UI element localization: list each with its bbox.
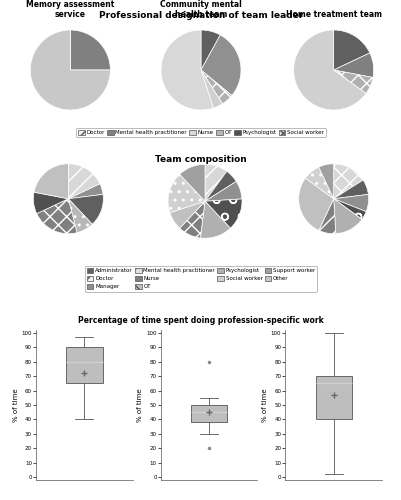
Wedge shape xyxy=(200,70,231,104)
Wedge shape xyxy=(318,164,333,198)
Legend: Doctor, Mental health practitioner, Nurse, OT, Psychologist, Social worker: Doctor, Mental health practitioner, Nurs… xyxy=(76,128,325,138)
PathPatch shape xyxy=(66,348,102,384)
PathPatch shape xyxy=(190,405,227,422)
Text: Professional designation of team leader: Professional designation of team leader xyxy=(99,11,302,20)
Y-axis label: % of time: % of time xyxy=(261,388,267,422)
Text: Percentage of time spent doing profession-specific work: Percentage of time spent doing professio… xyxy=(78,316,323,325)
Wedge shape xyxy=(36,198,77,234)
Wedge shape xyxy=(333,70,372,94)
Wedge shape xyxy=(200,35,241,96)
Wedge shape xyxy=(179,201,205,238)
Wedge shape xyxy=(333,30,369,70)
Wedge shape xyxy=(333,198,361,234)
Wedge shape xyxy=(200,30,220,70)
Wedge shape xyxy=(168,174,205,212)
Wedge shape xyxy=(68,198,92,232)
Wedge shape xyxy=(179,164,205,201)
Wedge shape xyxy=(333,194,368,212)
Wedge shape xyxy=(205,182,241,201)
Wedge shape xyxy=(68,194,103,224)
Wedge shape xyxy=(293,30,365,110)
Wedge shape xyxy=(200,201,230,238)
Wedge shape xyxy=(34,164,68,198)
Text: Team composition: Team composition xyxy=(155,155,246,164)
Wedge shape xyxy=(205,164,226,201)
Wedge shape xyxy=(318,198,335,234)
Wedge shape xyxy=(333,53,373,78)
Wedge shape xyxy=(205,172,236,201)
Wedge shape xyxy=(333,180,367,199)
Legend: Administrator, Doctor, Manager, Mental health practitioner, Nurse, OT, Psycholog: Administrator, Doctor, Manager, Mental h… xyxy=(84,266,317,291)
Wedge shape xyxy=(333,164,363,198)
Wedge shape xyxy=(160,30,213,110)
Wedge shape xyxy=(205,199,241,228)
Wedge shape xyxy=(70,30,110,70)
Wedge shape xyxy=(169,201,205,228)
Wedge shape xyxy=(30,30,110,110)
Wedge shape xyxy=(68,184,103,198)
Wedge shape xyxy=(305,167,333,198)
Wedge shape xyxy=(298,178,333,231)
Wedge shape xyxy=(33,192,68,214)
Title: Home treatment team: Home treatment team xyxy=(285,10,381,19)
Wedge shape xyxy=(68,164,100,198)
Title: Community mental
health team: Community mental health team xyxy=(160,0,241,19)
PathPatch shape xyxy=(315,376,351,420)
Wedge shape xyxy=(333,198,365,220)
Y-axis label: % of time: % of time xyxy=(137,388,143,422)
Wedge shape xyxy=(200,70,222,108)
Title: Memory assessment
service: Memory assessment service xyxy=(26,0,114,19)
Y-axis label: % of time: % of time xyxy=(13,388,19,422)
